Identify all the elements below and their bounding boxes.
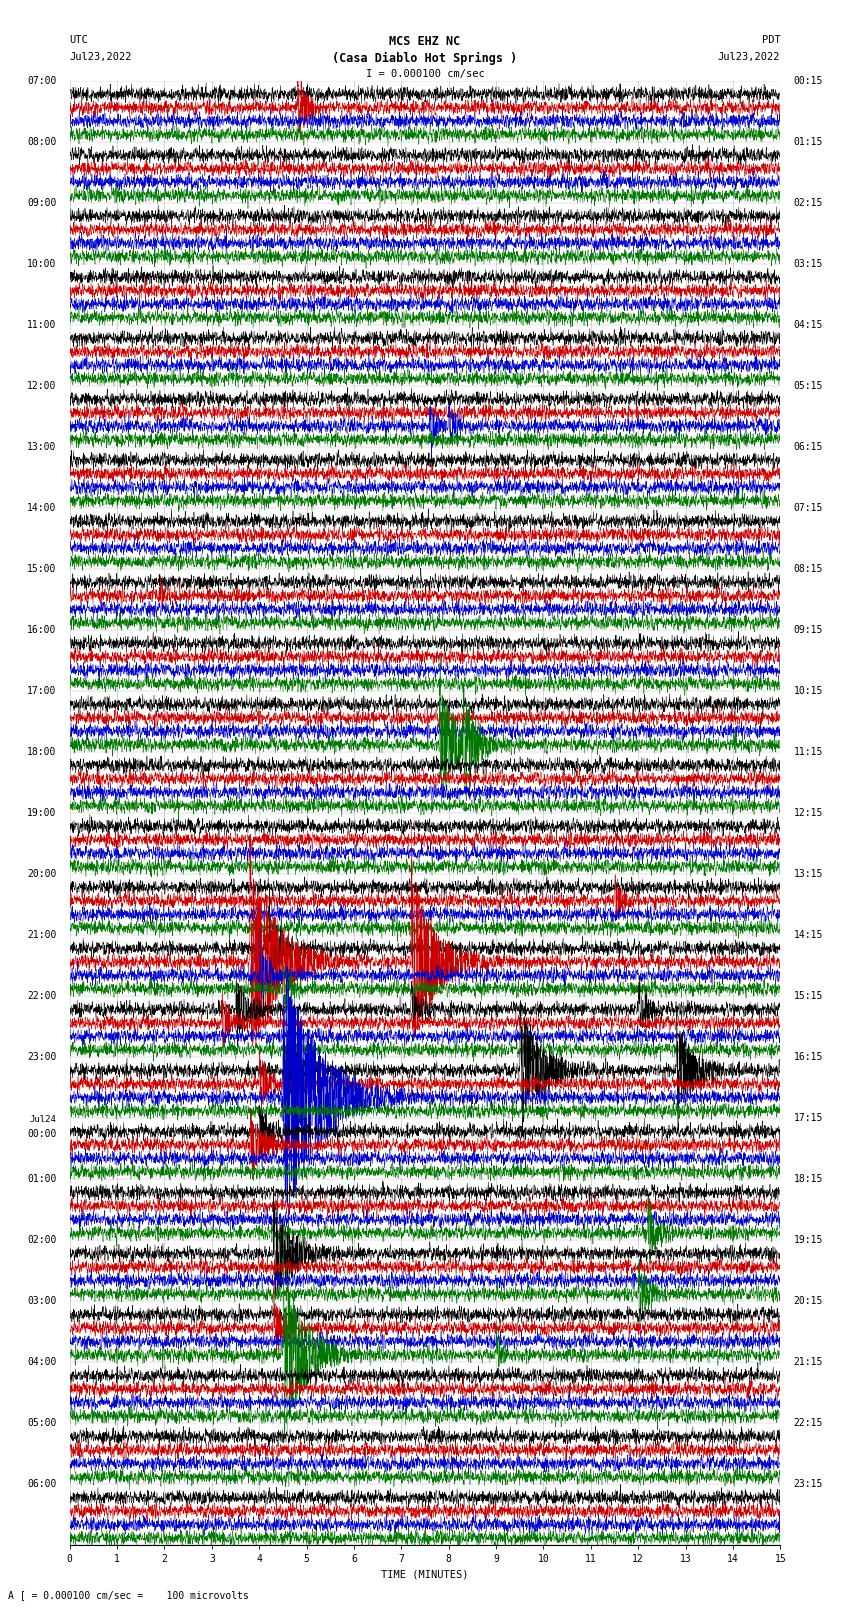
Text: 22:00: 22:00 bbox=[27, 990, 56, 1002]
Text: 01:00: 01:00 bbox=[27, 1174, 56, 1184]
Text: 00:15: 00:15 bbox=[794, 76, 823, 85]
Text: 18:15: 18:15 bbox=[794, 1174, 823, 1184]
Text: 17:15: 17:15 bbox=[794, 1113, 823, 1123]
X-axis label: TIME (MINUTES): TIME (MINUTES) bbox=[382, 1569, 468, 1579]
Text: PDT: PDT bbox=[762, 35, 780, 45]
Text: 14:15: 14:15 bbox=[794, 931, 823, 940]
Text: 01:15: 01:15 bbox=[794, 137, 823, 147]
Text: 12:00: 12:00 bbox=[27, 381, 56, 390]
Text: 09:00: 09:00 bbox=[27, 198, 56, 208]
Text: 12:15: 12:15 bbox=[794, 808, 823, 818]
Text: 03:15: 03:15 bbox=[794, 258, 823, 269]
Text: 21:00: 21:00 bbox=[27, 931, 56, 940]
Text: (Casa Diablo Hot Springs ): (Casa Diablo Hot Springs ) bbox=[332, 52, 518, 65]
Text: 19:15: 19:15 bbox=[794, 1236, 823, 1245]
Text: 20:00: 20:00 bbox=[27, 869, 56, 879]
Text: 08:15: 08:15 bbox=[794, 565, 823, 574]
Text: 04:15: 04:15 bbox=[794, 319, 823, 329]
Text: 06:15: 06:15 bbox=[794, 442, 823, 452]
Text: 21:15: 21:15 bbox=[794, 1357, 823, 1368]
Text: 08:00: 08:00 bbox=[27, 137, 56, 147]
Text: Jul23,2022: Jul23,2022 bbox=[717, 52, 780, 61]
Text: 02:15: 02:15 bbox=[794, 198, 823, 208]
Text: 03:00: 03:00 bbox=[27, 1297, 56, 1307]
Text: UTC: UTC bbox=[70, 35, 88, 45]
Text: 18:00: 18:00 bbox=[27, 747, 56, 756]
Text: MCS EHZ NC: MCS EHZ NC bbox=[389, 35, 461, 48]
Text: I = 0.000100 cm/sec: I = 0.000100 cm/sec bbox=[366, 69, 484, 79]
Text: 13:00: 13:00 bbox=[27, 442, 56, 452]
Text: 22:15: 22:15 bbox=[794, 1418, 823, 1428]
Text: 23:15: 23:15 bbox=[794, 1479, 823, 1489]
Text: 04:00: 04:00 bbox=[27, 1357, 56, 1368]
Text: 10:15: 10:15 bbox=[794, 686, 823, 695]
Text: Jul24: Jul24 bbox=[30, 1115, 56, 1124]
Text: 15:00: 15:00 bbox=[27, 565, 56, 574]
Text: A [ = 0.000100 cm/sec =    100 microvolts: A [ = 0.000100 cm/sec = 100 microvolts bbox=[8, 1590, 249, 1600]
Text: 06:00: 06:00 bbox=[27, 1479, 56, 1489]
Text: 11:15: 11:15 bbox=[794, 747, 823, 756]
Text: 15:15: 15:15 bbox=[794, 990, 823, 1002]
Text: 11:00: 11:00 bbox=[27, 319, 56, 329]
Text: 09:15: 09:15 bbox=[794, 624, 823, 636]
Text: 17:00: 17:00 bbox=[27, 686, 56, 695]
Text: 05:00: 05:00 bbox=[27, 1418, 56, 1428]
Text: 14:00: 14:00 bbox=[27, 503, 56, 513]
Text: 07:15: 07:15 bbox=[794, 503, 823, 513]
Text: 19:00: 19:00 bbox=[27, 808, 56, 818]
Text: Jul23,2022: Jul23,2022 bbox=[70, 52, 133, 61]
Text: 05:15: 05:15 bbox=[794, 381, 823, 390]
Text: 07:00: 07:00 bbox=[27, 76, 56, 85]
Text: 00:00: 00:00 bbox=[27, 1129, 56, 1139]
Text: 16:00: 16:00 bbox=[27, 624, 56, 636]
Text: 16:15: 16:15 bbox=[794, 1052, 823, 1061]
Text: 10:00: 10:00 bbox=[27, 258, 56, 269]
Text: 02:00: 02:00 bbox=[27, 1236, 56, 1245]
Text: 13:15: 13:15 bbox=[794, 869, 823, 879]
Text: 20:15: 20:15 bbox=[794, 1297, 823, 1307]
Text: 23:00: 23:00 bbox=[27, 1052, 56, 1061]
